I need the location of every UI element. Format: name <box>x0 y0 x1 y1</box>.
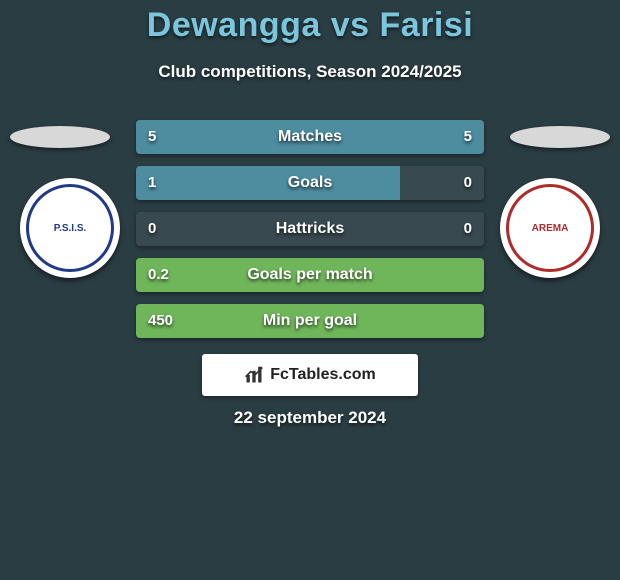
stat-row: 00Hattricks <box>136 212 484 246</box>
stat-label: Hattricks <box>136 212 484 246</box>
left-player-photo <box>10 126 110 148</box>
stat-label: Goals <box>136 166 484 200</box>
comparison-infographic: Dewangga vs Farisi Club competitions, Se… <box>0 0 620 580</box>
right-player-photo <box>510 126 610 148</box>
attribution-text: FcTables.com <box>270 366 376 384</box>
infographic-date: 22 september 2024 <box>0 408 620 428</box>
left-club-badge: P.S.I.S. <box>20 178 120 278</box>
page-title: Dewangga vs Farisi <box>0 6 620 45</box>
badge-ring <box>506 184 594 272</box>
badge-ring <box>26 184 114 272</box>
page-subtitle: Club competitions, Season 2024/2025 <box>0 62 620 82</box>
right-club-badge: AREMA <box>500 178 600 278</box>
stat-label: Matches <box>136 120 484 154</box>
stat-rows: 55Matches 10Goals 00Hattricks 0.2Goals per … <box>136 120 484 350</box>
stat-row: 0.2Goals per match <box>136 258 484 292</box>
stat-row: 10Goals <box>136 166 484 200</box>
stat-row: 450Min per goal <box>136 304 484 338</box>
stat-label: Min per goal <box>136 304 484 338</box>
stat-label: Goals per match <box>136 258 484 292</box>
stat-row: 55Matches <box>136 120 484 154</box>
chart-icon <box>244 365 264 385</box>
attribution-box: FcTables.com <box>202 354 418 396</box>
